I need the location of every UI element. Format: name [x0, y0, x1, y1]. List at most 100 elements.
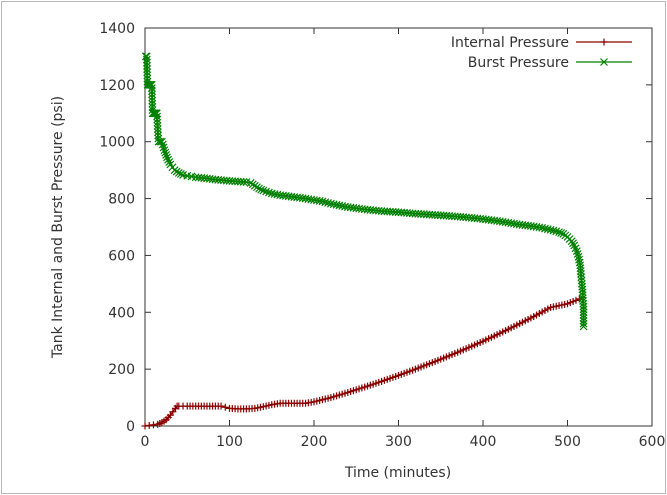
data-point-b	[143, 74, 152, 83]
data-point-b	[143, 71, 152, 80]
data-point-b	[153, 125, 162, 134]
data-point-b	[577, 276, 586, 285]
data-point-b	[158, 140, 167, 149]
data-point-b	[161, 148, 170, 157]
data-point-b	[579, 302, 588, 311]
data-point-b	[546, 225, 555, 234]
data-point-b	[148, 96, 157, 105]
x-tick-label: 400	[470, 434, 497, 450]
y-tick-label: 400	[108, 305, 135, 321]
data-point-b	[154, 131, 163, 140]
data-point-b	[154, 128, 162, 137]
data-point-b	[162, 151, 171, 159]
data-point-b	[148, 103, 157, 111]
data-point-b	[573, 250, 582, 258]
data-point-b	[152, 109, 161, 118]
x-tick-label: 0	[141, 434, 150, 450]
data-point-b	[174, 169, 183, 177]
data-point-b	[165, 158, 174, 167]
data-point-b	[569, 239, 577, 248]
data-point-b	[242, 178, 251, 187]
data-point-b	[576, 267, 585, 275]
y-tick-label: 1000	[99, 135, 135, 151]
y-tick-label: 200	[108, 362, 135, 378]
x-tick-label: 600	[639, 434, 666, 450]
data-point-b	[153, 121, 162, 130]
data-point-b	[259, 186, 268, 195]
data-point-b	[159, 143, 168, 152]
data-point-b	[321, 198, 330, 207]
series-line	[144, 296, 583, 427]
y-tick-label: 1200	[99, 78, 135, 94]
data-point-b	[176, 170, 185, 178]
x-tick-label: 300	[385, 434, 412, 450]
data-point-b	[147, 84, 156, 92]
data-point-b	[143, 61, 151, 70]
data-point-b	[147, 80, 156, 89]
data-point-b	[163, 153, 171, 162]
y-tick-label: 600	[108, 248, 135, 264]
x-axis-label: Time (minutes)	[344, 465, 451, 481]
data-point-b	[579, 322, 588, 331]
y-axis-label: Tank Internal and Burst Pressure (psi)	[50, 96, 66, 359]
data-point-b	[153, 112, 161, 121]
y-tick-label: 0	[126, 419, 135, 435]
x-tick-label: 500	[554, 434, 581, 450]
data-point-b	[567, 237, 576, 246]
data-point-b	[148, 87, 156, 96]
x-tick-label: 200	[301, 434, 328, 450]
data-point-b	[164, 155, 173, 164]
data-point-b	[552, 227, 561, 236]
data-point-b	[555, 228, 563, 237]
data-point-b	[143, 65, 151, 73]
legend-label: Internal Pressure	[451, 35, 569, 51]
data-point-b	[142, 55, 151, 64]
data-point-b	[579, 314, 588, 322]
data-point-b	[179, 171, 187, 179]
data-point-b	[183, 171, 192, 180]
data-point-b	[143, 68, 152, 77]
data-point-b	[257, 185, 266, 194]
data-point-b	[265, 188, 273, 197]
data-point-b	[318, 197, 327, 206]
data-point-b	[153, 115, 162, 124]
data-point-b	[577, 273, 586, 282]
data-point-b	[579, 319, 588, 328]
data-point-b	[579, 305, 588, 314]
data-point-b	[148, 93, 157, 102]
data-point-b	[148, 99, 157, 108]
y-tick-label: 1400	[99, 21, 135, 37]
data-point-b	[142, 58, 151, 67]
data-point-b	[157, 137, 166, 146]
legend: Internal Pressure Burst Pressure	[451, 35, 632, 71]
y-tick-label: 800	[108, 192, 135, 208]
data-point-b	[543, 225, 552, 234]
data-point-b	[549, 226, 558, 235]
series-internal-pressure	[141, 294, 587, 430]
data-point-b	[154, 137, 163, 146]
data-point-b	[577, 269, 585, 278]
data-point-b	[262, 187, 271, 196]
series-burst-pressure	[141, 52, 588, 331]
data-point-b	[187, 172, 196, 181]
plot-area-border	[144, 27, 653, 427]
data-point-b	[572, 247, 581, 256]
x-tick-label: 100	[216, 434, 243, 450]
data-point-b	[160, 146, 169, 155]
data-point-b	[571, 244, 580, 253]
data-point-b	[557, 229, 566, 237]
data-point-b	[142, 52, 151, 61]
data-point-b	[148, 90, 156, 99]
legend-label: Burst Pressure	[468, 55, 569, 71]
data-point-b	[579, 308, 588, 317]
data-point-b	[570, 241, 579, 250]
data-point-b	[255, 184, 263, 193]
data-point-b	[579, 316, 588, 325]
series-line	[145, 55, 585, 327]
legend-marker-b	[600, 58, 608, 66]
data-point-b	[239, 177, 248, 186]
data-point-b	[153, 118, 162, 127]
data-point-b	[579, 311, 588, 320]
